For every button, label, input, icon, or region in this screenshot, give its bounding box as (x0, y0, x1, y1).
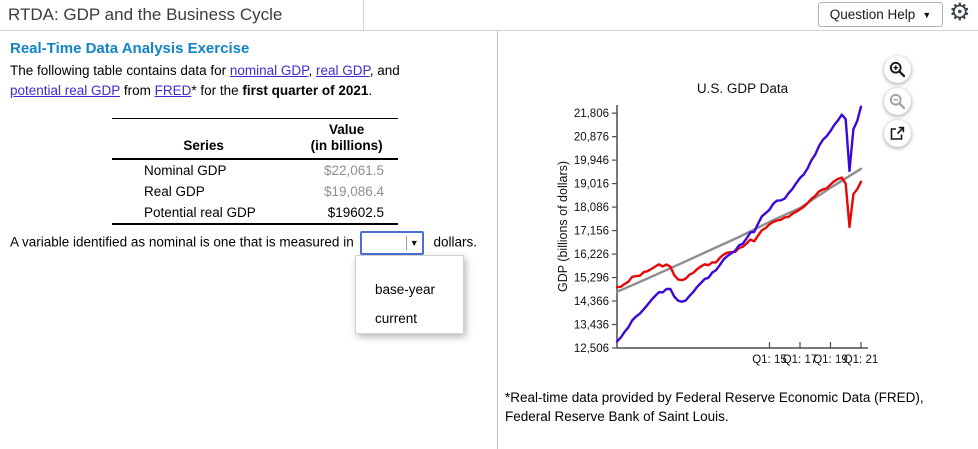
table-row: Nominal GDP $22,061.5 (112, 159, 398, 181)
series-potential-real-gdp (615, 167, 863, 294)
question-help-label: Question Help (829, 7, 916, 22)
y-axis-label: GDP (billions of dollars) (556, 161, 570, 292)
table-header-row: Series Value (in billions) (112, 118, 398, 160)
series-real-gdp (615, 176, 863, 289)
caret-down-icon: ▼ (922, 9, 932, 20)
link-fred[interactable]: FRED (154, 83, 192, 98)
question-post-text: dollars. (429, 234, 477, 250)
open-in-new-window-button[interactable] (884, 120, 911, 147)
page-title: RTDA: GDP and the Business Cycle (8, 5, 283, 24)
table-row: Potential real GDP $19602.5 (112, 202, 398, 225)
zoom-out-button[interactable] (884, 88, 911, 115)
svg-text:20,876: 20,876 (574, 132, 609, 144)
svg-text:17,156: 17,156 (574, 226, 609, 238)
question-help-button[interactable]: Question Help ▼ (818, 2, 943, 27)
settings-gear-icon[interactable]: ⚙ (949, 0, 971, 26)
svg-text:Q1: 21: Q1: 21 (844, 354, 879, 366)
gdp-chart: 12,506 13,436 14,366 15,296 16,226 17,156 18,0… (556, 81, 879, 366)
series-cell: Real GDP (144, 184, 205, 199)
link-nominal-gdp[interactable]: nominal GDP (229, 63, 309, 78)
series-cell: Potential real GDP (112, 202, 296, 225)
select-divider (405, 236, 407, 250)
top-bar: RTDA: GDP and the Business Cycle Questio… (0, 0, 978, 31)
svg-text:14,366: 14,366 (574, 296, 609, 308)
panel-divider (497, 31, 498, 449)
value-cell: $19602.5 (295, 202, 398, 225)
link-potential-real-gdp[interactable]: potential real GDP (10, 83, 121, 98)
intro-paragraph: The following table contains data for no… (10, 63, 400, 98)
svg-text:21,806: 21,806 (574, 108, 609, 120)
chart-title: U.S. GDP Data (697, 81, 789, 96)
link-real-gdp[interactable]: real GDP (315, 63, 370, 78)
select-dropdown-menu: base-year current (355, 255, 464, 334)
svg-text:16,226: 16,226 (574, 249, 609, 261)
select-caret-icon: ▼ (409, 238, 419, 248)
gdp-data-table: Series Value (in billions) Nominal GDP $22… (112, 118, 398, 225)
value-cell: $19,086.4 (323, 184, 384, 199)
dropdown-option[interactable]: base-year (375, 282, 436, 297)
intro-text: The following table contains data for (10, 63, 230, 78)
svg-text:12,506: 12,506 (574, 343, 609, 355)
svg-text:19,946: 19,946 (574, 155, 609, 167)
dropdown-option[interactable]: current (375, 311, 418, 326)
answer-select[interactable]: ▼ (359, 231, 424, 255)
value-cell: $22,061.5 (323, 163, 384, 178)
external-link-icon (890, 126, 905, 140)
exercise-heading: Real-Time Data Analysis Exercise (10, 40, 250, 57)
table-row: Real GDP $19,086.4 (112, 181, 398, 202)
question-pre-text: A variable identified as nominal is one … (10, 234, 354, 250)
svg-text:Q1: 19: Q1: 19 (813, 354, 848, 366)
title-divider (363, 0, 364, 30)
gdp-table-body: Nominal GDP $22,061.5 Real GDP $19,086.4 Pot… (112, 159, 398, 225)
zoom-in-button[interactable] (884, 56, 911, 83)
svg-text:Q1: 17: Q1: 17 (783, 354, 818, 366)
svg-text:13,436: 13,436 (574, 320, 609, 332)
series-cell: Nominal GDP (144, 163, 227, 178)
zoom-in-icon (889, 61, 906, 78)
series-nominal-gdp (615, 105, 863, 343)
svg-text:19,016: 19,016 (574, 179, 609, 191)
svg-text:15,296: 15,296 (574, 273, 609, 285)
col-header-series: Series (112, 118, 296, 160)
col-header-value: Value (in billions) (295, 118, 398, 160)
select-value (362, 233, 406, 253)
chart-footnote: *Real-time data provided by Federal Rese… (505, 390, 924, 424)
question-line: A variable identified as nominal is one … (10, 231, 477, 255)
intro-bold-quarter: first quarter of 2021 (242, 83, 369, 98)
svg-text:18,086: 18,086 (574, 202, 609, 214)
svg-text:Q1: 15: Q1: 15 (752, 354, 787, 366)
zoom-out-icon (889, 93, 906, 110)
dropdown-option[interactable] (356, 256, 463, 275)
